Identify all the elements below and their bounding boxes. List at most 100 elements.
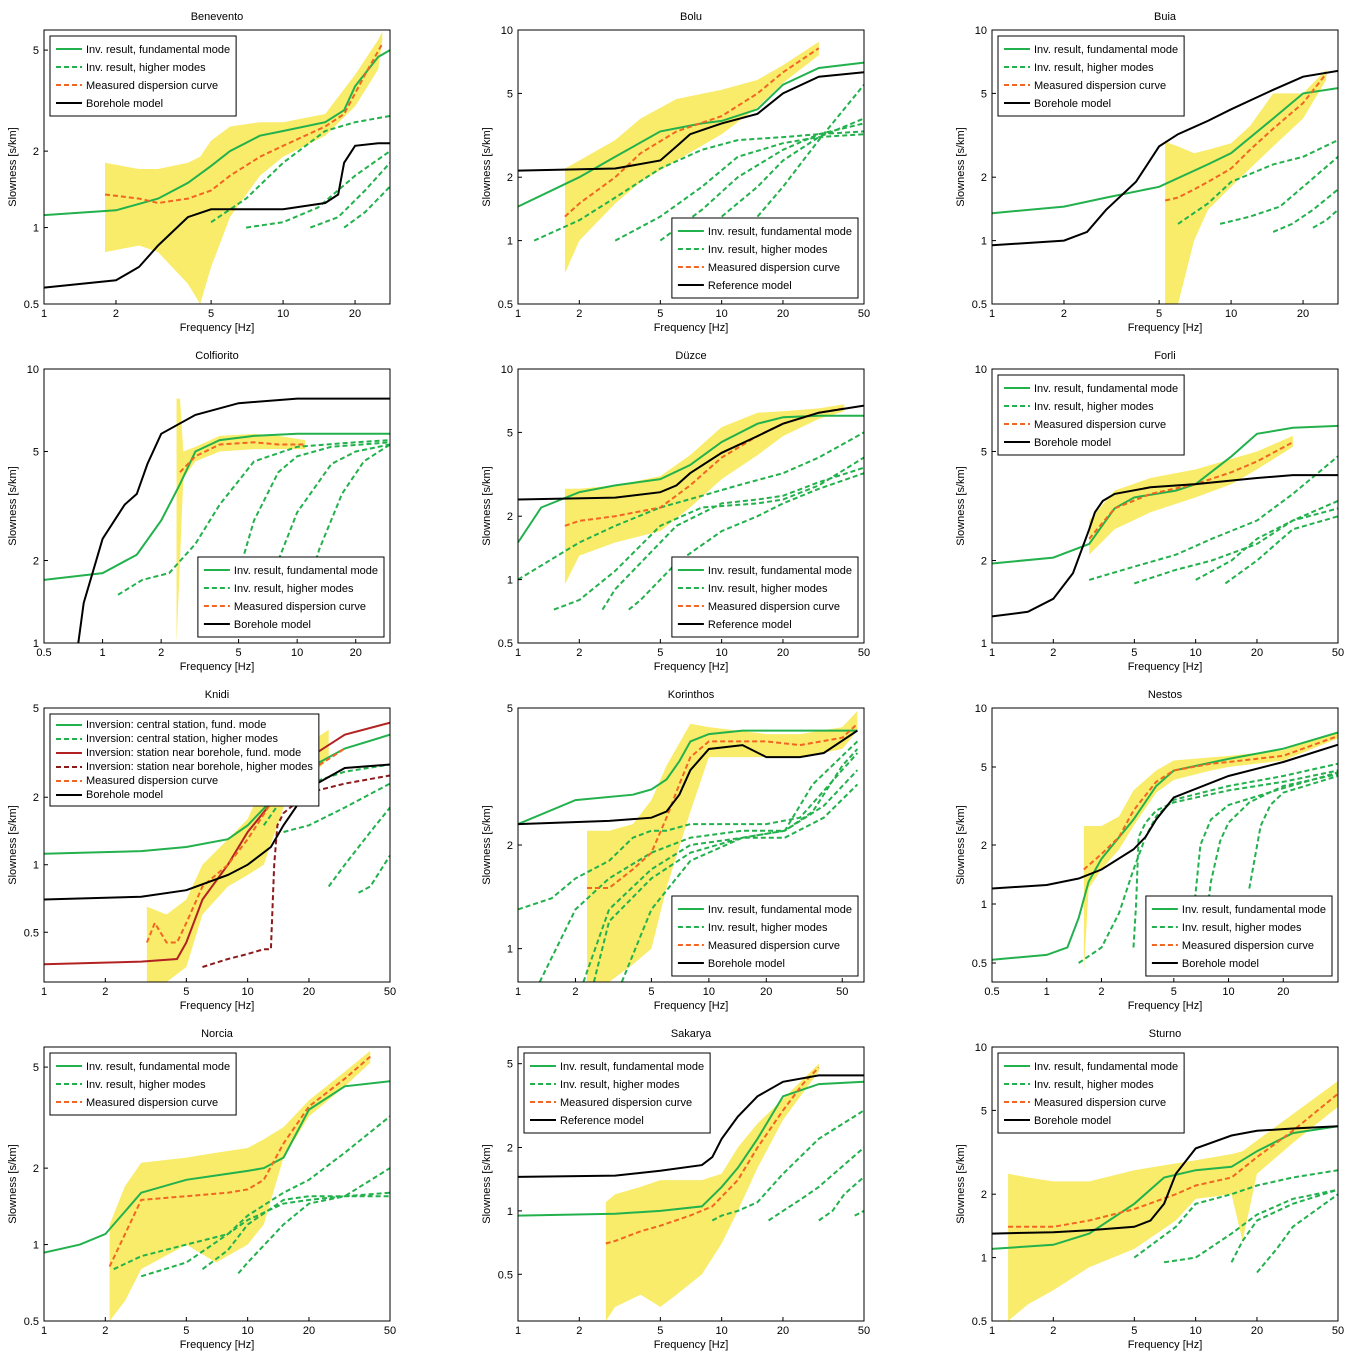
y-tick-label: 5 xyxy=(507,703,513,715)
y-tick-label: 1 xyxy=(981,1253,987,1265)
x-axis-label: Frequency [Hz] xyxy=(1128,322,1203,334)
legend: Inv. result, fundamental mode Inv. result… xyxy=(671,895,859,977)
series-line xyxy=(518,1074,864,1178)
series-line xyxy=(1177,139,1338,233)
y-tick-label: 1 xyxy=(981,899,987,911)
x-tick-label: 5 xyxy=(1131,647,1137,659)
y-tick-label: 5 xyxy=(33,446,39,458)
x-tick-label: 1 xyxy=(1044,986,1050,998)
y-tick-label: 10 xyxy=(975,1042,987,1054)
x-tick-label: 1 xyxy=(515,647,521,659)
x-tick-label: 5 xyxy=(1156,308,1162,320)
y-tick-label: 5 xyxy=(981,762,987,774)
series-line xyxy=(992,1125,1338,1250)
x-tick-label: 1 xyxy=(515,308,521,320)
series-line xyxy=(992,731,1338,961)
y-axis-label: Slowness [s/km] xyxy=(955,466,967,545)
x-tick-label: 1 xyxy=(41,308,47,320)
x-axis-label: Frequency [Hz] xyxy=(180,1000,255,1012)
legend-label: Inv. result, higher modes xyxy=(708,922,828,934)
y-tick-label: 5 xyxy=(981,446,987,458)
x-axis-label: Frequency [Hz] xyxy=(180,661,255,673)
legend-label: Reference model xyxy=(708,619,792,631)
series-line xyxy=(564,47,820,218)
chart-title: Sakarya xyxy=(671,1028,712,1040)
x-tick-label: 5 xyxy=(1171,986,1177,998)
legend-label: Inv. result, fundamental mode xyxy=(86,1061,230,1073)
series-line xyxy=(104,43,384,205)
series-line xyxy=(605,1066,820,1245)
x-tick-label: 20 xyxy=(777,308,789,320)
y-axis-label: Slowness [s/km] xyxy=(7,1144,19,1223)
legend-label: Borehole model xyxy=(86,98,163,110)
x-tick-label: 1 xyxy=(100,647,106,659)
legend-label: Measured dispersion curve xyxy=(234,601,366,613)
y-tick-label: 0.5 xyxy=(24,927,39,939)
x-tick-label: 20 xyxy=(1277,986,1289,998)
y-tick-label: 5 xyxy=(33,1062,39,1074)
x-tick-label: 20 xyxy=(303,986,315,998)
y-tick-label: 2 xyxy=(33,556,39,568)
x-tick-label: 10 xyxy=(716,647,728,659)
legend-label: Inv. result, higher modes xyxy=(708,244,828,256)
legend-label: Borehole model xyxy=(708,958,785,970)
legend-label: Measured dispersion curve xyxy=(86,1097,218,1109)
x-tick-label: 1 xyxy=(515,1325,521,1337)
series-line xyxy=(113,1115,390,1278)
chart-title: Korinthos xyxy=(668,689,715,701)
y-tick-label: 5 xyxy=(507,1059,513,1071)
y-tick-label: 10 xyxy=(975,364,987,376)
x-tick-label: 1 xyxy=(989,308,995,320)
legend-label: Borehole model xyxy=(86,789,163,801)
y-tick-label: 2 xyxy=(981,172,987,184)
legend-label: Inv. result, fundamental mode xyxy=(560,1061,704,1073)
y-tick-label: 10 xyxy=(501,364,513,376)
x-tick-label: 2 xyxy=(1050,1325,1056,1337)
y-tick-label: 1 xyxy=(507,575,513,587)
x-tick-label: 10 xyxy=(1225,308,1237,320)
y-tick-label: 2 xyxy=(33,792,39,804)
legend-label: Inv. result, higher modes xyxy=(1182,922,1302,934)
y-tick-label: 5 xyxy=(981,1105,987,1117)
legend: Inversion: central station, fund. mode In… xyxy=(49,713,320,807)
series-line xyxy=(518,431,864,611)
legend-label: Measured dispersion curve xyxy=(708,262,840,274)
series-line xyxy=(1164,73,1327,202)
legend-label: Inv. result, higher modes xyxy=(1034,62,1154,74)
x-axis-label: Frequency [Hz] xyxy=(180,1339,255,1351)
x-tick-label: 10 xyxy=(703,986,715,998)
x-tick-label: 5 xyxy=(1131,1325,1137,1337)
y-tick-label: 2 xyxy=(507,840,513,852)
x-tick-label: 10 xyxy=(716,1325,728,1337)
y-tick-label: 0.5 xyxy=(972,299,987,311)
chart-title: Düzce xyxy=(675,350,706,362)
panel: 1 2 5 10 20 50 0.5 1 2 5 Sakarya Frequency [Hz] Slow… xyxy=(481,1028,870,1351)
y-tick-label: 10 xyxy=(501,25,513,37)
legend: Inv. result, fundamental mode Inv. result… xyxy=(1145,895,1333,977)
y-tick-label: 1 xyxy=(981,236,987,248)
y-axis-label: Slowness [s/km] xyxy=(481,127,493,206)
legend-box xyxy=(49,713,320,807)
x-tick-label: 2 xyxy=(1050,647,1056,659)
x-tick-label: 20 xyxy=(777,647,789,659)
panel: 1 2 5 10 20 50 1 2 5 10 Forli Frequency [Hz] Slownes… xyxy=(955,350,1344,673)
legend-label: Inv. result, fundamental mode xyxy=(1182,904,1326,916)
x-tick-label: 2 xyxy=(102,986,108,998)
x-tick-label: 1 xyxy=(989,647,995,659)
x-axis-label: Frequency [Hz] xyxy=(1128,661,1203,673)
y-tick-label: 0.5 xyxy=(972,958,987,970)
x-tick-label: 5 xyxy=(648,986,654,998)
series-line xyxy=(44,721,390,966)
series-line xyxy=(992,474,1338,618)
x-tick-label: 10 xyxy=(242,986,254,998)
x-tick-label: 50 xyxy=(858,308,870,320)
legend-label: Measured dispersion curve xyxy=(1034,80,1166,92)
x-tick-label: 5 xyxy=(183,986,189,998)
x-tick-label: 20 xyxy=(303,1325,315,1337)
plot-frame xyxy=(991,368,1339,644)
